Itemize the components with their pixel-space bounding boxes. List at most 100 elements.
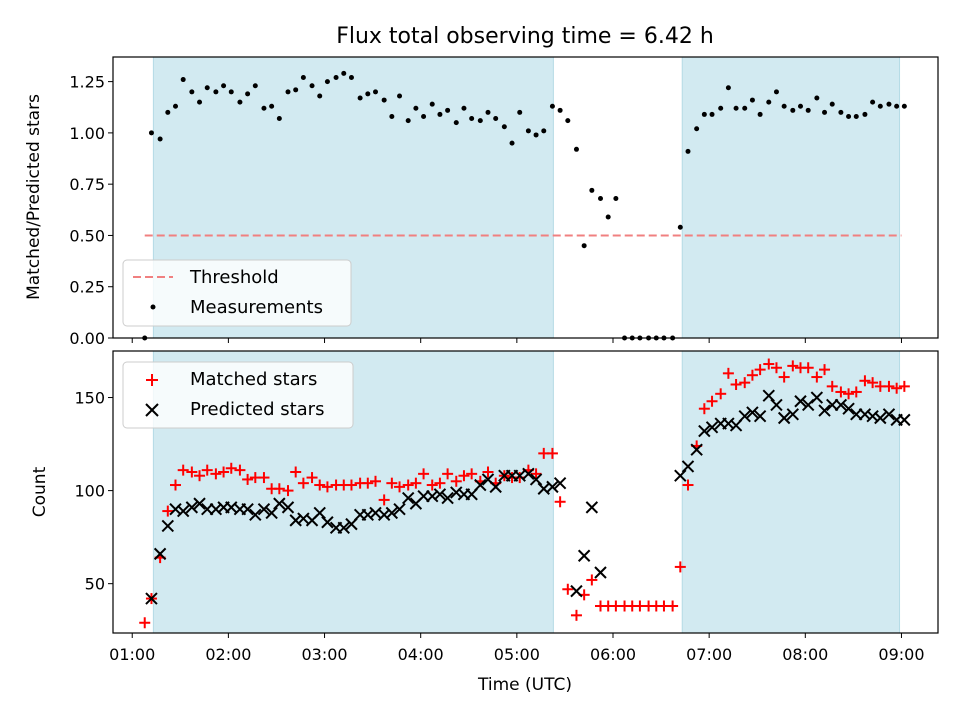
marker-stroke bbox=[874, 411, 887, 425]
matched-star-marker bbox=[586, 574, 598, 586]
measurement-point bbox=[285, 89, 291, 95]
observing-interval-1 bbox=[681, 56, 901, 339]
measurement-point bbox=[685, 148, 691, 154]
measurement-point bbox=[822, 109, 828, 115]
matched-star-marker bbox=[418, 468, 430, 480]
marker-stroke bbox=[337, 521, 350, 535]
measurement-point bbox=[197, 99, 203, 105]
marker-stroke bbox=[161, 519, 175, 533]
matched-star-marker bbox=[186, 466, 198, 478]
bottom-panel-shaded-regions bbox=[152, 350, 901, 634]
matched-star-marker bbox=[170, 479, 181, 491]
predicted-star-marker bbox=[176, 504, 190, 518]
predicted-star-marker bbox=[722, 417, 735, 430]
measurement-point bbox=[237, 99, 243, 105]
measurement-point bbox=[333, 75, 339, 81]
measurement-point bbox=[613, 196, 619, 202]
measurement-point bbox=[373, 89, 378, 95]
predicted-star-marker bbox=[546, 480, 559, 494]
y-tick-label: 1.00 bbox=[69, 124, 105, 143]
marker-stroke bbox=[898, 413, 911, 427]
measurement-point bbox=[829, 101, 835, 107]
top-panel: 0.00 0.25 0.50 0.75 1.00 1.25 Matched/Predict… bbox=[24, 56, 939, 348]
matched-star-marker bbox=[482, 466, 494, 478]
measurement-point bbox=[589, 187, 595, 193]
x-tick-label: 06:00 bbox=[590, 645, 636, 664]
marker-stroke bbox=[145, 592, 158, 605]
top-legend-box bbox=[122, 259, 352, 327]
measurement-point bbox=[477, 118, 483, 124]
measurement-point bbox=[493, 116, 499, 122]
measurement-point bbox=[757, 111, 763, 117]
matched-star-marker bbox=[867, 377, 879, 389]
y-tick-label: 0.75 bbox=[69, 175, 105, 194]
marker-stroke bbox=[522, 467, 535, 481]
predicted-star-marker bbox=[209, 503, 223, 516]
matched-star-marker bbox=[321, 481, 333, 493]
matched-star-marker bbox=[194, 470, 206, 482]
matched-star-marker bbox=[778, 371, 790, 383]
matched-star-marker bbox=[850, 386, 862, 398]
bottom-panel-x-ticks: 01:00 02:00 03:00 04:00 05:00 06:00 07:00 08:00… bbox=[109, 633, 925, 664]
marker-stroke bbox=[674, 469, 687, 482]
matched-star-marker bbox=[290, 466, 302, 478]
predicted-star-marker bbox=[585, 501, 599, 514]
predicted-star-marker bbox=[241, 503, 254, 516]
matched-star-marker bbox=[811, 371, 823, 383]
y-tick-label: 0.00 bbox=[69, 329, 105, 348]
marker-stroke bbox=[690, 443, 703, 456]
matched-star-marker bbox=[883, 380, 895, 392]
y-tick-label: 150 bbox=[74, 389, 105, 408]
marker-stroke bbox=[474, 478, 487, 492]
measurement-point bbox=[541, 128, 547, 134]
predicted-stars-points bbox=[145, 389, 911, 605]
marker-stroke bbox=[450, 486, 463, 499]
measurement-point bbox=[501, 124, 507, 130]
top-panel-x-ticks bbox=[131, 338, 902, 343]
measurement-point bbox=[870, 99, 876, 105]
predicted-star-marker bbox=[273, 497, 286, 510]
predicted-star-marker bbox=[289, 514, 302, 527]
predicted-star-marker bbox=[169, 503, 182, 516]
legend-measurements-swatch bbox=[150, 304, 156, 310]
matched-star-marker bbox=[177, 464, 189, 476]
matched-star-marker bbox=[730, 379, 742, 391]
matched-star-marker bbox=[754, 364, 766, 376]
predicted-star-marker bbox=[674, 469, 687, 482]
measurement-point bbox=[261, 105, 267, 111]
measurement-point bbox=[293, 87, 299, 93]
measurement-point bbox=[517, 109, 523, 115]
matched-star-marker bbox=[763, 358, 775, 370]
bottom-panel-ylabel: Count bbox=[30, 466, 50, 517]
matched-star-marker bbox=[770, 362, 782, 374]
measurement-point bbox=[365, 91, 371, 97]
marker-stroke bbox=[698, 424, 711, 438]
matched-star-marker bbox=[898, 380, 910, 392]
marker-stroke bbox=[546, 480, 559, 494]
chart-title: Flux total observing time = 6.42 h bbox=[336, 24, 714, 49]
measurement-point bbox=[766, 99, 772, 105]
marker-stroke bbox=[426, 489, 439, 503]
measurement-point bbox=[694, 126, 700, 132]
marker-stroke bbox=[705, 421, 719, 434]
measurement-point bbox=[461, 105, 467, 111]
matched-star-marker bbox=[345, 479, 357, 491]
x-axis-label: Time (UTC) bbox=[477, 675, 572, 695]
y-tick-label: 100 bbox=[74, 482, 105, 501]
measurement-point bbox=[733, 105, 739, 111]
predicted-star-marker bbox=[161, 519, 175, 533]
marker-stroke bbox=[441, 491, 454, 505]
predicted-star-marker bbox=[257, 503, 271, 516]
bottom-legend: Matched stars Predicted stars bbox=[122, 361, 354, 429]
marker-stroke bbox=[834, 398, 848, 412]
predicted-star-marker bbox=[762, 389, 775, 402]
top-panel-y-ticks: 0.00 0.25 0.50 0.75 1.00 1.25 bbox=[69, 73, 113, 348]
predicted-star-marker bbox=[393, 503, 406, 516]
predicted-star-marker bbox=[489, 480, 502, 494]
measurement-point bbox=[469, 116, 475, 122]
marker-stroke bbox=[249, 508, 262, 522]
measurement-point bbox=[709, 111, 715, 117]
measurement-point bbox=[525, 128, 531, 134]
measurement-point bbox=[901, 103, 907, 109]
legend-measurements-label: Measurements bbox=[190, 297, 323, 318]
